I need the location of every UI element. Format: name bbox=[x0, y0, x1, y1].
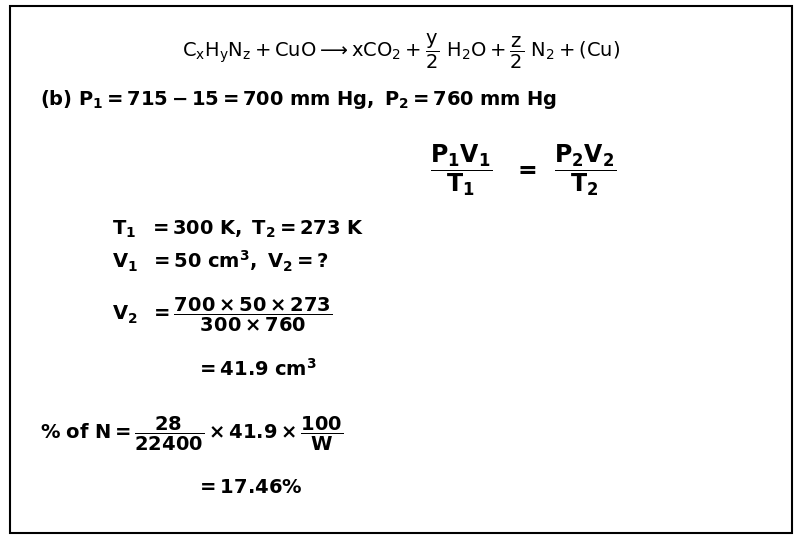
Text: $\mathbf{= 41.9\ cm^3}$: $\mathbf{= 41.9\ cm^3}$ bbox=[196, 358, 318, 380]
Text: $\dfrac{\mathbf{P_1V_1}}{\mathbf{T_1}}$: $\dfrac{\mathbf{P_1V_1}}{\mathbf{T_1}}$ bbox=[430, 142, 492, 198]
Text: $\mathbf{V_1\ \ = 50\ cm^3,\ V_2 = ?}$: $\mathbf{V_1\ \ = 50\ cm^3,\ V_2 = ?}$ bbox=[112, 249, 329, 274]
Text: $\mathbf{\%\ of\ N = \dfrac{28}{22400} \times 41.9 \times \dfrac{100}{W}}$: $\mathbf{\%\ of\ N = \dfrac{28}{22400} \… bbox=[40, 415, 343, 453]
Text: $\dfrac{\mathbf{P_2V_2}}{\mathbf{T_2}}$: $\dfrac{\mathbf{P_2V_2}}{\mathbf{T_2}}$ bbox=[554, 142, 617, 198]
Text: $\mathbf{=}$: $\mathbf{=}$ bbox=[513, 158, 537, 181]
FancyBboxPatch shape bbox=[10, 6, 792, 533]
Text: $\mathbf{T_1\ \ = 300\ K,\ T_2 = 273\ K}$: $\mathbf{T_1\ \ = 300\ K,\ T_2 = 273\ K}… bbox=[112, 218, 364, 240]
Text: $\mathbf{V_2\ \ = \dfrac{700 \times 50 \times 273}{300 \times 760}}$: $\mathbf{V_2\ \ = \dfrac{700 \times 50 \… bbox=[112, 296, 333, 334]
Text: $\mathbf{= 17.46\%}$: $\mathbf{= 17.46\%}$ bbox=[196, 479, 303, 497]
Text: $\mathbf{(b)\ P_1 = 715 - 15 = 700\ mm\ Hg,\ P_2 = 760\ mm\ Hg}$: $\mathbf{(b)\ P_1 = 715 - 15 = 700\ mm\ … bbox=[40, 88, 557, 111]
Text: $\mathrm{C_xH_yN_z + CuO \longrightarrow xCO_2 + \dfrac{y}{2}\ H_2O + \dfrac{z}{: $\mathrm{C_xH_yN_z + CuO \longrightarrow… bbox=[182, 32, 620, 71]
